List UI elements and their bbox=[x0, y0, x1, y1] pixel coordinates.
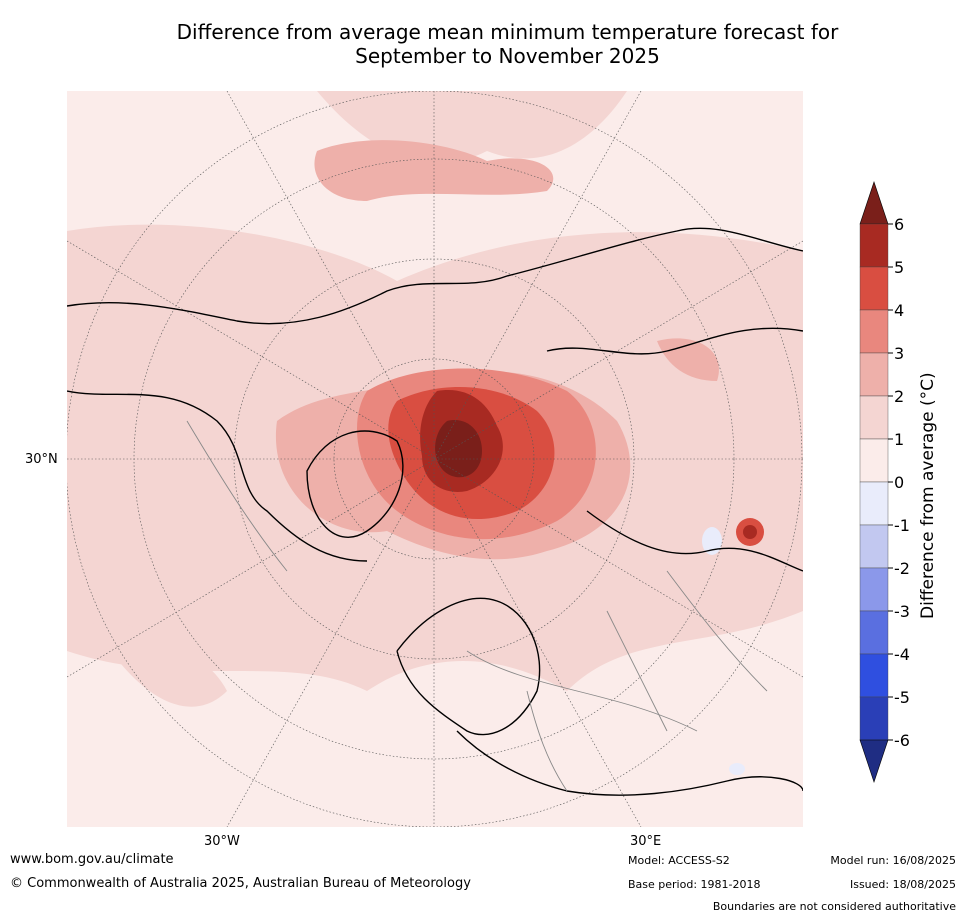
colorbar-segment bbox=[859, 223, 889, 268]
colorbar-tick-label: 2 bbox=[894, 387, 904, 406]
footer-disclaimer: Boundaries are not considered authoritat… bbox=[712, 900, 956, 913]
colorbar-tick-label: -4 bbox=[894, 645, 910, 664]
colorbar-segment bbox=[859, 696, 889, 741]
colorbar-graphic: 6 5 4 3 2 1 0 -1 -2 -3 -4 -5 -6 bbox=[859, 181, 910, 783]
colorbar-segment bbox=[859, 266, 889, 311]
title-line-2: September to November 2025 bbox=[355, 44, 660, 68]
colorbar-segment bbox=[859, 352, 889, 397]
colorbar-label: Difference from average (°C) bbox=[918, 372, 938, 619]
colorbar-segment bbox=[859, 395, 889, 440]
title-line-1: Difference from average mean minimum tem… bbox=[176, 20, 839, 44]
colorbar-tick-label: 5 bbox=[894, 258, 904, 277]
colorbar-tick-label: 0 bbox=[894, 473, 904, 492]
colorbar-segment bbox=[859, 653, 889, 698]
colorbar-tick-label: 1 bbox=[894, 430, 904, 449]
colorbar-bottom-arrow bbox=[859, 739, 889, 783]
temperature-anomaly-map bbox=[67, 91, 803, 827]
footer-base-period: Base period: 1981-2018 bbox=[628, 878, 761, 891]
cool-anomaly-middle-east bbox=[729, 763, 745, 775]
map-title: Difference from average mean minimum tem… bbox=[0, 20, 965, 68]
colorbar-top-arrow bbox=[859, 181, 889, 225]
colorbar-tick-label: -5 bbox=[894, 688, 910, 707]
colorbar-segment bbox=[859, 481, 889, 526]
colorbar-tick-label: -1 bbox=[894, 516, 910, 535]
colorbar-tick-label: -2 bbox=[894, 559, 910, 578]
colorbar-segment bbox=[859, 567, 889, 612]
coastlines bbox=[67, 227, 803, 796]
footer-copyright: © Commonwealth of Australia 2025, Austra… bbox=[10, 876, 471, 891]
anomaly-zone-over-6 bbox=[435, 420, 482, 478]
colorbar-tick-label: -3 bbox=[894, 602, 910, 621]
graticule bbox=[67, 91, 803, 827]
anomaly-zone-atlantic bbox=[87, 611, 227, 707]
lon-label-30e: 30°E bbox=[630, 834, 662, 849]
colorbar-tick-label: 6 bbox=[894, 215, 904, 234]
colorbar-tick-label: -6 bbox=[894, 731, 910, 750]
footer-model: Model: ACCESS-S2 bbox=[628, 854, 730, 867]
lat-label-30n: 30°N bbox=[25, 452, 58, 467]
colorbar-tick-label: 4 bbox=[894, 301, 904, 320]
lon-label-30w: 30°W bbox=[204, 834, 240, 849]
borders bbox=[186, 420, 768, 792]
colorbar: 6 5 4 3 2 1 0 -1 -2 -3 -4 -5 -6 bbox=[850, 180, 965, 790]
hotspot-asia-core bbox=[743, 525, 757, 539]
colorbar-tick-label: 3 bbox=[894, 344, 904, 363]
colorbar-segment bbox=[859, 610, 889, 655]
colorbar-segment bbox=[859, 438, 889, 483]
footer-model-run: Model run: 16/08/2025 bbox=[830, 854, 956, 867]
footer-issued: Issued: 18/08/2025 bbox=[849, 878, 956, 891]
colorbar-segment bbox=[859, 309, 889, 354]
anomaly-zone-2-3-north bbox=[314, 140, 554, 201]
colorbar-segment bbox=[859, 524, 889, 569]
footer-website[interactable]: www.bom.gov.au/climate bbox=[10, 852, 174, 867]
cool-anomaly-asia bbox=[702, 527, 722, 555]
